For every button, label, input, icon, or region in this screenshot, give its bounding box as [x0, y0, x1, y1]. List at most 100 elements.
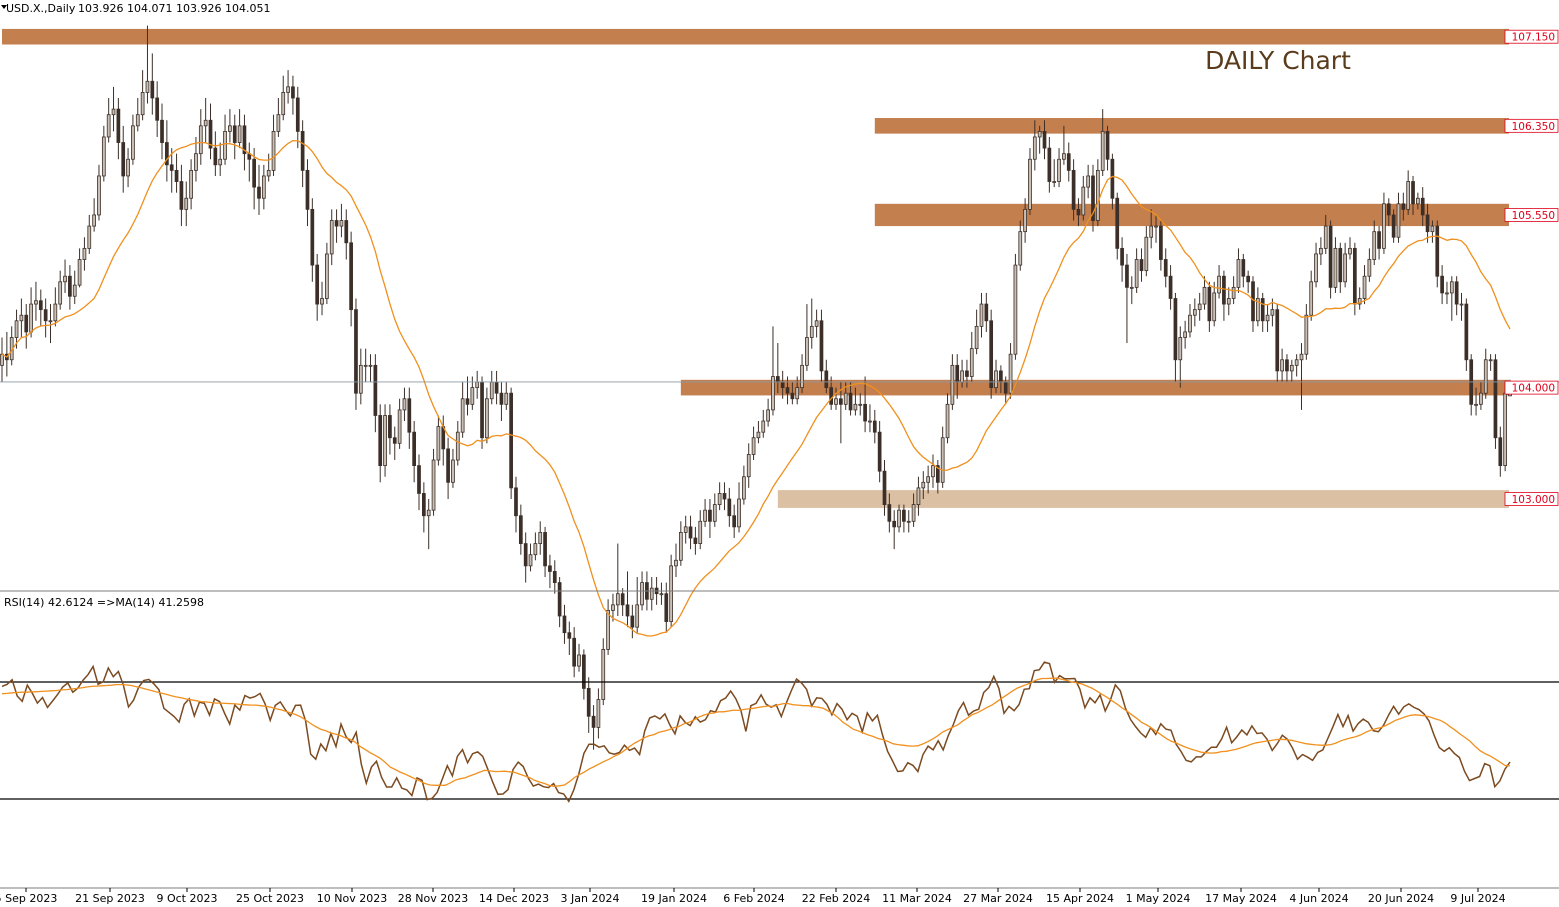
candle — [1042, 120, 1047, 160]
candle — [179, 164, 184, 227]
candle-body — [82, 247, 87, 260]
candle-body — [358, 364, 363, 394]
candle — [717, 482, 722, 511]
candle-body — [761, 420, 766, 433]
candle — [320, 281, 324, 316]
candle — [189, 159, 193, 210]
candle — [53, 287, 58, 327]
candle-body — [1212, 292, 1217, 322]
candle-body — [984, 303, 989, 322]
candle-body — [945, 403, 950, 439]
zone-103.000 — [777, 490, 1509, 508]
candle-body — [1459, 303, 1464, 306]
candle — [218, 142, 223, 176]
candle — [523, 532, 528, 583]
candle — [1503, 382, 1508, 472]
candle-body — [659, 593, 664, 596]
candle-body — [906, 520, 911, 523]
candle-body — [693, 537, 698, 544]
time-label: 9 Jul 2024 — [1450, 892, 1505, 905]
candle — [63, 259, 67, 293]
candle-body — [1110, 158, 1115, 199]
price-label-text: 103.000 — [1512, 494, 1555, 506]
candle — [213, 131, 218, 176]
candle — [48, 304, 53, 344]
candle-body — [412, 431, 417, 466]
candle-body — [591, 715, 596, 728]
candle — [790, 382, 795, 405]
candle-body — [300, 130, 305, 171]
candle-body — [1445, 292, 1449, 295]
candle-body — [1440, 275, 1444, 294]
time-label: 15 Apr 2024 — [1046, 892, 1114, 905]
candle-body — [979, 303, 984, 327]
candle-body — [485, 398, 489, 439]
candle — [800, 354, 804, 394]
candle-body — [1474, 403, 1478, 406]
candle-body — [213, 147, 218, 166]
candle — [935, 460, 940, 494]
candle — [198, 109, 203, 165]
candle — [34, 281, 38, 321]
candle — [742, 465, 746, 505]
candle — [1406, 170, 1411, 215]
candle — [1483, 348, 1488, 399]
candle-body — [960, 370, 964, 383]
candle-body — [281, 92, 286, 116]
candle-body — [640, 582, 644, 606]
header-symbol: USD.X.,Daily — [6, 2, 76, 15]
candle — [1299, 343, 1304, 410]
candle-body — [717, 493, 722, 505]
candle-body — [14, 320, 19, 338]
candle-body — [451, 459, 455, 483]
candle-body — [1149, 225, 1154, 238]
collapse-triangle-icon[interactable] — [1, 5, 7, 9]
candle-body — [43, 309, 48, 322]
zone-105.550 — [874, 203, 1509, 227]
candle — [1212, 281, 1217, 327]
time-label: 17 May 2024 — [1205, 892, 1277, 905]
candle-body — [1299, 353, 1304, 361]
candle — [421, 482, 426, 533]
price-label-105.550: 105.550 — [1504, 208, 1559, 222]
candle-body — [1319, 247, 1323, 255]
candle — [591, 705, 596, 750]
candle-body — [349, 242, 353, 311]
candle — [1192, 298, 1197, 327]
candle-body — [1416, 197, 1420, 205]
candle — [1280, 348, 1284, 383]
candle-body — [169, 164, 174, 171]
candle — [1226, 287, 1231, 316]
candle — [203, 97, 208, 143]
candle-body — [194, 153, 198, 171]
candle — [480, 376, 484, 449]
candle — [601, 638, 606, 706]
candle — [882, 460, 887, 516]
candle — [1386, 198, 1391, 227]
price-label-box — [1504, 208, 1559, 222]
candle — [1416, 192, 1420, 210]
candle — [1464, 298, 1469, 371]
candle — [906, 510, 911, 533]
zone-107.150 — [2, 28, 1509, 45]
candle-body — [1047, 147, 1052, 182]
candle-body — [518, 515, 523, 544]
candle — [1178, 326, 1183, 388]
candle — [1159, 220, 1163, 271]
candle — [940, 426, 945, 488]
candle — [853, 387, 858, 416]
candle-body — [174, 169, 179, 182]
candle-body — [737, 498, 741, 528]
candle-body — [1289, 364, 1294, 372]
candle — [921, 471, 926, 500]
candle — [1125, 253, 1129, 344]
candle — [1449, 276, 1454, 321]
candle-body — [0, 353, 4, 366]
candle-body — [228, 125, 232, 132]
candle — [310, 198, 315, 282]
candle — [465, 376, 470, 416]
candle — [1367, 248, 1372, 282]
candle — [538, 521, 543, 555]
candle — [358, 348, 363, 405]
candle-body — [97, 175, 101, 216]
